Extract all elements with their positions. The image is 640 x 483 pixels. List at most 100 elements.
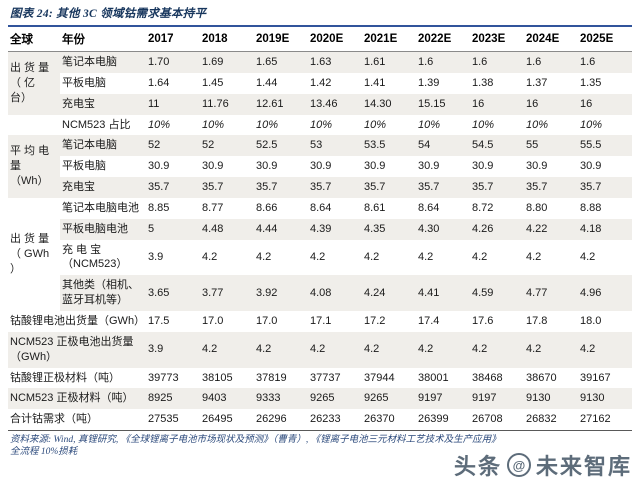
table-row: NCM523 占比 10% 10% 10% 10% 10% 10% 10% 10% 10% — [8, 115, 632, 136]
row-label: 钴酸锂电池出货量（GWh） — [10, 314, 146, 327]
value-cell: 35.7 — [472, 181, 494, 194]
row-group-label: 出 货 量 （ 亿 台） — [10, 62, 50, 104]
value-cell: 1.69 — [202, 56, 224, 68]
value-cell: 1.70 — [148, 56, 170, 68]
table-row: NCM523 正极材料（吨） 8925 9403 9333 9265 9265 9197 91… — [8, 388, 632, 410]
table-row: 钴酸锂电池出货量（GWh） 17.5 17.0 17.0 17.1 17.2 17.4 17.… — [8, 311, 632, 332]
source-line-1: 资料来源: Wind, 真锂研究, 《全球锂离子电池市场现状及预测》（曹青）, … — [10, 435, 501, 446]
row-label: 充电宝 — [62, 181, 95, 194]
value-cell: 26832 — [526, 413, 557, 426]
value-cell: 17.6 — [472, 314, 494, 327]
value-cell: 15.15 — [418, 97, 446, 110]
row-group-label: 出 货 量 （ GWh ） — [10, 233, 50, 275]
value-cell: 10% — [202, 118, 225, 131]
row-label: 平板电脑电池 — [62, 222, 128, 235]
value-cell: 3.9 — [148, 343, 164, 356]
value-cell: 17.5 — [148, 314, 170, 327]
value-cell: 4.41 — [418, 286, 440, 299]
value-cell: 4.08 — [310, 286, 332, 299]
year-header: 2021E — [362, 27, 416, 52]
value-cell: 35.7 — [526, 181, 548, 194]
value-cell: 38001 — [418, 371, 449, 384]
value-cell: 26296 — [256, 413, 287, 426]
value-cell: 53 — [310, 139, 323, 152]
row-label: 其他类（相机、 蓝牙耳机等） — [62, 279, 139, 307]
value-cell: 4.2 — [202, 251, 218, 264]
cobalt-demand-table: 全球 年份 2017 2018 2019E 2020E 2021E 2022E 2023E 202… — [8, 27, 632, 431]
value-cell: 1.6 — [526, 56, 542, 68]
value-cell: 3.9 — [148, 251, 164, 264]
value-cell: 4.2 — [418, 251, 434, 264]
value-cell: 30.9 — [580, 160, 602, 173]
value-cell: 3.77 — [202, 286, 224, 299]
value-cell: 9197 — [418, 392, 443, 405]
value-cell: 17.4 — [418, 314, 440, 327]
value-cell: 8.64 — [310, 201, 332, 214]
value-cell: 9130 — [580, 392, 605, 405]
value-cell: 3.65 — [148, 286, 170, 299]
value-cell: 11 — [148, 97, 160, 110]
value-cell: 54 — [418, 139, 431, 152]
value-cell: 55 — [526, 139, 539, 152]
value-cell: 8.77 — [202, 201, 224, 214]
value-cell: 4.44 — [256, 222, 278, 235]
value-cell: 10% — [256, 118, 279, 131]
value-cell: 35.7 — [418, 181, 440, 194]
source-line-2: 全流程 10%损耗 — [10, 447, 78, 458]
value-cell: 37737 — [310, 371, 341, 384]
watermark-at-glyph: @ — [512, 457, 526, 473]
value-cell: 4.2 — [256, 343, 272, 356]
figure-title: 图表 24: 其他 3C 领域钴需求基本持平 — [10, 8, 207, 20]
table-row: 合计钴需求（吨） 27535 26495 26296 26233 26370 26399 26… — [8, 409, 632, 430]
watermark-logo-icon: @ — [506, 453, 531, 477]
value-cell: 18.0 — [580, 314, 602, 327]
value-cell: 17.1 — [310, 314, 332, 327]
value-cell: 1.38 — [472, 76, 494, 89]
value-cell: 9265 — [310, 392, 335, 405]
value-cell: 14.30 — [364, 97, 392, 110]
header-global: 全球 — [8, 27, 60, 52]
value-cell: 30.9 — [418, 160, 440, 173]
table-row: 平板电脑 30.9 30.9 30.9 30.9 30.9 30.9 30.9 30.9 30.9 — [8, 156, 632, 177]
table-header: 全球 年份 2017 2018 2019E 2020E 2021E 2022E 2023E 202… — [8, 27, 632, 52]
row-label: 笔记本电脑 — [62, 139, 117, 152]
value-cell: 35.7 — [202, 181, 224, 194]
table-row: 充电宝 35.7 35.7 35.7 35.7 35.7 35.7 35.7 35.7 35.7 — [8, 177, 632, 198]
value-cell: 8.80 — [526, 201, 548, 214]
value-cell: 4.59 — [472, 286, 494, 299]
row-label: 平板电脑 — [62, 160, 106, 173]
value-cell: 9197 — [472, 392, 497, 405]
value-cell: 39167 — [580, 371, 611, 384]
value-cell: 9130 — [526, 392, 551, 405]
row-label: 平板电脑 — [62, 76, 106, 89]
value-cell: 3.92 — [256, 286, 278, 299]
value-cell: 4.2 — [526, 343, 542, 356]
value-cell: 4.2 — [472, 251, 488, 264]
value-cell: 4.2 — [580, 343, 596, 356]
value-cell: 53.5 — [364, 139, 386, 152]
table-row: 平板电脑电池 5 4.48 4.44 4.39 4.35 4.30 4.26 4.22 4.18 — [8, 218, 632, 240]
value-cell: 35.7 — [256, 181, 278, 194]
value-cell: 1.64 — [148, 76, 170, 89]
table-row: 出 货 量 （ GWh ） 笔记本电脑电池 8.85 8.77 8.66 8.64 8.61… — [8, 198, 632, 275]
value-cell: 35.7 — [310, 181, 332, 194]
value-cell: 37819 — [256, 371, 287, 384]
value-cell: 16 — [472, 97, 485, 110]
value-cell: 11.76 — [202, 97, 229, 110]
value-cell: 39773 — [148, 371, 179, 384]
value-cell: 55.5 — [580, 139, 602, 152]
value-cell: 26399 — [418, 413, 449, 426]
value-cell: 4.2 — [364, 251, 380, 264]
value-cell: 52.5 — [256, 139, 278, 152]
value-cell: 26495 — [202, 413, 233, 426]
value-cell: 1.63 — [310, 56, 332, 68]
value-cell: 17.0 — [202, 314, 224, 327]
value-cell: 30.9 — [364, 160, 386, 173]
value-cell: 4.2 — [418, 343, 434, 356]
value-cell: 16 — [526, 97, 539, 110]
table-row: 平 均 电 量 （Wh） 笔记本电脑 52 52 52.5 53 53.5 54 54.5 55 5… — [8, 135, 632, 187]
value-cell: 8.88 — [580, 201, 602, 214]
value-cell: 17.0 — [256, 314, 278, 327]
value-cell: 4.2 — [310, 343, 326, 356]
year-header: 2020E — [308, 27, 362, 52]
